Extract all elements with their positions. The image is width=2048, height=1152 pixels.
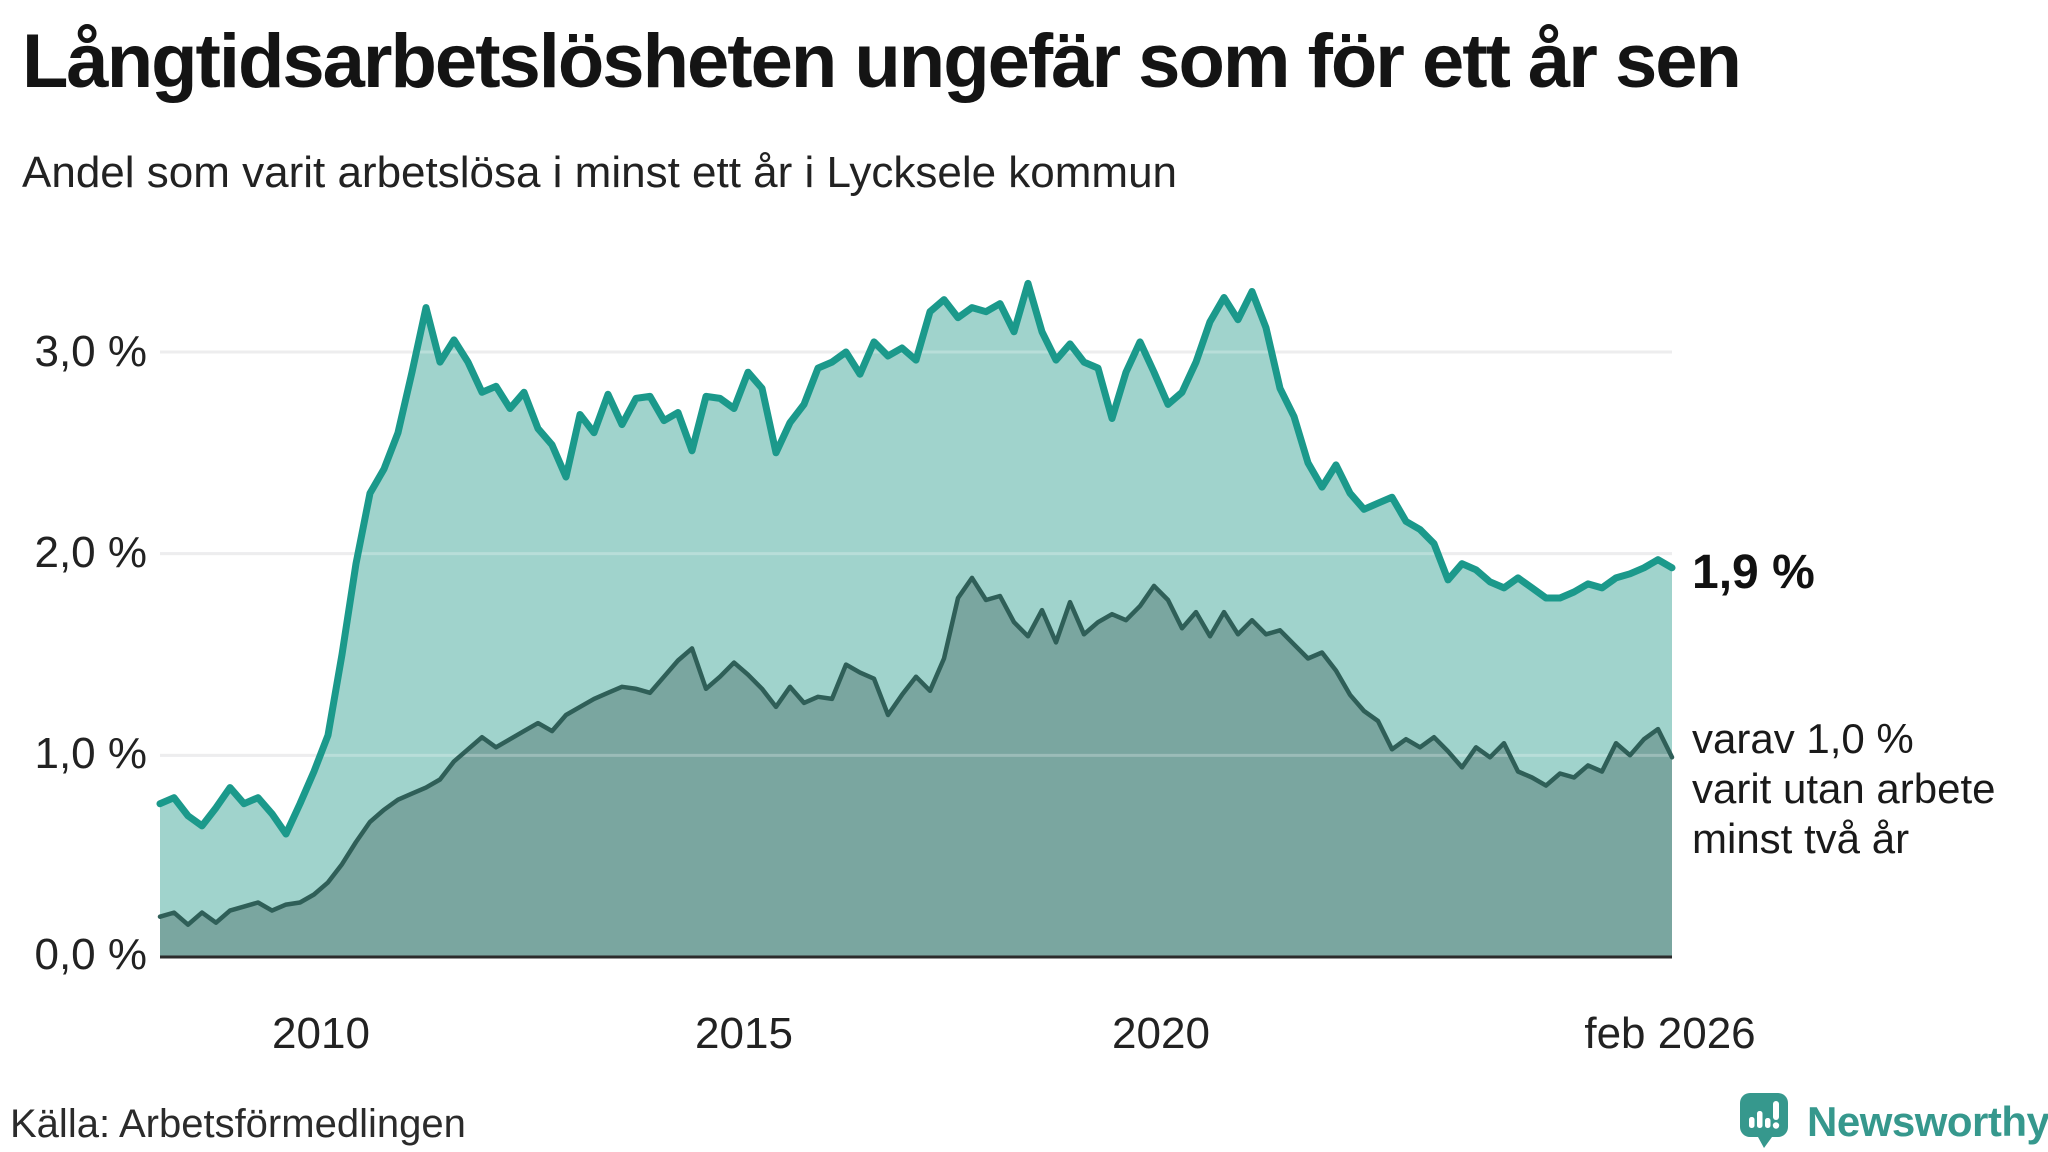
newsworthy-logo: Newsworthy <box>1740 1093 2048 1149</box>
x-tick-feb-2026: feb 2026 <box>1584 1009 1756 1058</box>
page-subtitle: Andel som varit arbetslösa i minst ett å… <box>22 148 1178 197</box>
y-tick-2: 2,0 % <box>34 528 147 577</box>
subset-line <box>157 575 1675 927</box>
source-note: Källa: Arbetsförmedlingen <box>10 1102 466 1146</box>
subset-annotation-line-1: varav 1,0 % <box>1692 715 1914 762</box>
y-tick-3: 3,0 % <box>34 327 147 376</box>
newsworthy-wordmark: Newsworthy <box>1807 1098 2048 1145</box>
x-tick-2020: 2020 <box>1112 1009 1210 1058</box>
newsworthy-icon <box>1740 1093 1788 1148</box>
x-tick-2010: 2010 <box>272 1009 370 1058</box>
y-tick-1: 1,0 % <box>34 729 147 778</box>
page-title: Långtidsarbetslösheten ungefär som för e… <box>22 19 1742 104</box>
y-tick-0: 0,0 % <box>34 930 147 979</box>
subset-annotation-line-3: minst två år <box>1692 815 1910 862</box>
total-line <box>156 279 1676 838</box>
subset-series-annotation: varav 1,0 % varit utan arbete minst två … <box>1692 714 1996 864</box>
subset-annotation-line-2: varit utan arbete <box>1692 765 1996 812</box>
x-tick-2015: 2015 <box>695 1009 793 1058</box>
subset-area <box>160 577 1672 957</box>
total-series-end-value: 1,9 % <box>1692 546 1815 599</box>
